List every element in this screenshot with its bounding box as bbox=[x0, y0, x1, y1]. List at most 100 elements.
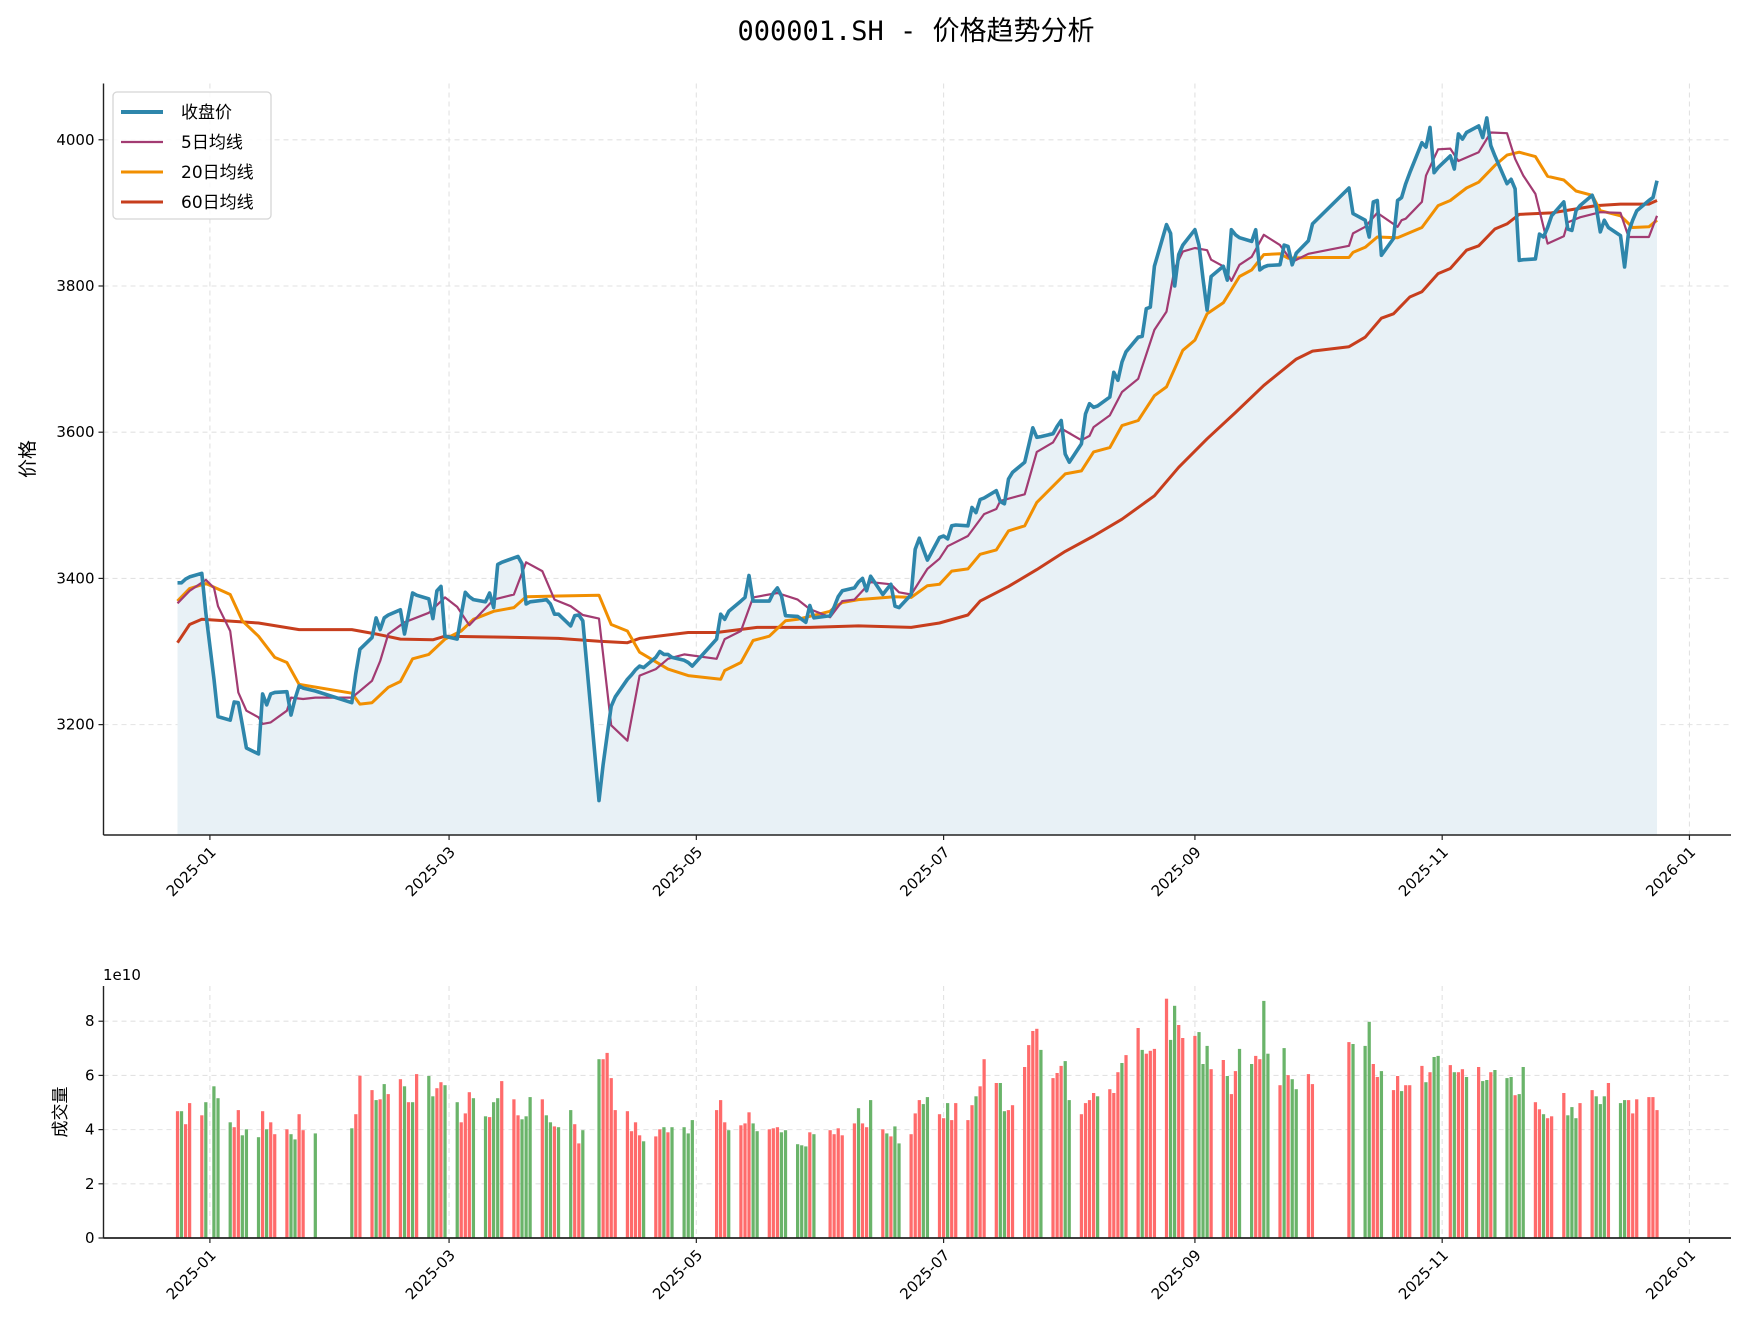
volume-bar bbox=[1023, 1067, 1027, 1238]
volume-bar bbox=[739, 1125, 743, 1238]
volume-bar bbox=[1379, 1071, 1384, 1238]
volume-bar bbox=[1177, 1025, 1181, 1238]
volume-y-axis: 0 2 4 6 8 bbox=[85, 1012, 104, 1247]
volume-bar bbox=[1278, 1085, 1282, 1238]
volume-y-tick-label: 2 bbox=[85, 1175, 95, 1193]
volume-bar bbox=[289, 1134, 293, 1238]
volume-bar bbox=[1635, 1099, 1639, 1238]
volume-bar bbox=[455, 1102, 459, 1238]
volume-bar bbox=[719, 1100, 723, 1238]
volume-bar bbox=[1164, 998, 1169, 1238]
volume-bar bbox=[1108, 1089, 1112, 1238]
volume-bar bbox=[261, 1111, 265, 1238]
price-x-tick-label: 2025-03 bbox=[402, 843, 459, 900]
price-y-label: 价格 bbox=[17, 440, 39, 478]
volume-bar bbox=[755, 1131, 759, 1238]
volume-bar bbox=[354, 1114, 358, 1238]
volume-bar bbox=[1152, 1048, 1157, 1238]
volume-bar bbox=[998, 1083, 1002, 1238]
volume-bar bbox=[1420, 1065, 1424, 1238]
volume-bar bbox=[471, 1098, 476, 1238]
volume-bar bbox=[1537, 1109, 1542, 1238]
volume-bar bbox=[1606, 1083, 1611, 1238]
volume-chart: 2025-01 2025-03 2025-05 2025-07 2025-09 2025-… bbox=[51, 966, 1731, 1303]
legend-item-close: 收盘价 bbox=[121, 103, 232, 123]
price-x-tick-label: 2026-01 bbox=[1642, 843, 1699, 900]
volume-bar bbox=[747, 1112, 751, 1238]
price-y-tick-label: 3200 bbox=[56, 716, 94, 734]
volume-bar bbox=[1513, 1095, 1517, 1238]
volume-bar bbox=[950, 1120, 954, 1238]
volume-x-axis: 2025-01 2025-03 2025-05 2025-07 2025-09 2025-… bbox=[163, 1238, 1699, 1303]
volume-bar bbox=[1367, 1021, 1371, 1238]
volume-bar bbox=[804, 1146, 808, 1238]
volume-bar bbox=[751, 1123, 755, 1238]
volume-bar bbox=[273, 1134, 277, 1238]
volume-bar bbox=[1197, 1032, 1201, 1238]
volume-bars bbox=[175, 998, 1659, 1238]
legend-item-ma20: 20日均线 bbox=[121, 163, 254, 183]
volume-y-tick-label: 8 bbox=[85, 1012, 95, 1030]
price-y-axis: 3200 3400 3600 3800 4000 bbox=[56, 131, 104, 734]
volume-bar bbox=[723, 1122, 727, 1238]
volume-bar bbox=[269, 1122, 273, 1238]
volume-bar bbox=[1181, 1038, 1185, 1238]
volume-x-tick-label: 2025-09 bbox=[1148, 1246, 1205, 1303]
volume-bar bbox=[483, 1116, 488, 1238]
volume-bar bbox=[427, 1076, 431, 1238]
volume-bar bbox=[540, 1099, 544, 1238]
volume-bar bbox=[832, 1134, 836, 1238]
volume-bar bbox=[175, 1111, 180, 1238]
volume-bar bbox=[1225, 1076, 1229, 1238]
volume-bar bbox=[188, 1103, 192, 1238]
volume-bar bbox=[439, 1082, 443, 1238]
volume-bar bbox=[1464, 1077, 1469, 1238]
volume-bar bbox=[386, 1094, 390, 1238]
volume-bar bbox=[350, 1128, 354, 1238]
volume-y-tick-label: 4 bbox=[85, 1121, 95, 1139]
volume-bar bbox=[200, 1115, 204, 1238]
volume-bar bbox=[1578, 1103, 1582, 1238]
volume-bar bbox=[179, 1111, 184, 1238]
volume-bar bbox=[313, 1133, 317, 1238]
volume-bar bbox=[743, 1123, 747, 1238]
volume-bar bbox=[1598, 1104, 1602, 1238]
volume-bar bbox=[690, 1120, 694, 1238]
volume-bar bbox=[1233, 1071, 1238, 1238]
volume-bar bbox=[1205, 1045, 1209, 1238]
volume-bar bbox=[1229, 1094, 1234, 1238]
volume-bar bbox=[1452, 1072, 1456, 1238]
price-x-tick-label: 2025-05 bbox=[649, 843, 706, 900]
volume-bar bbox=[828, 1130, 832, 1238]
price-x-tick-label: 2025-01 bbox=[163, 843, 220, 900]
volume-bar bbox=[552, 1126, 557, 1238]
volume-bar bbox=[1396, 1076, 1400, 1238]
volume-bar bbox=[577, 1143, 581, 1238]
volume-bar bbox=[1505, 1078, 1509, 1238]
volume-bar bbox=[994, 1083, 998, 1238]
volume-bar bbox=[1306, 1074, 1311, 1238]
volume-bar bbox=[982, 1059, 986, 1238]
volume-bar bbox=[240, 1135, 244, 1238]
volume-bar bbox=[925, 1097, 930, 1238]
volume-bar bbox=[1112, 1093, 1116, 1238]
volume-bar bbox=[1266, 1053, 1270, 1238]
volume-bar bbox=[1347, 1042, 1351, 1238]
ma20-line bbox=[176, 150, 1658, 706]
price-x-tick-label: 2025-09 bbox=[1148, 843, 1205, 900]
volume-bar bbox=[1136, 1028, 1140, 1238]
volume-bar bbox=[1618, 1103, 1623, 1238]
volume-bar bbox=[1201, 1064, 1205, 1238]
volume-bar bbox=[1254, 1055, 1258, 1238]
volume-bar bbox=[398, 1079, 403, 1238]
volume-bar bbox=[459, 1122, 463, 1238]
volume-bar bbox=[374, 1100, 378, 1238]
volume-bar bbox=[1655, 1110, 1659, 1238]
volume-bar bbox=[1647, 1097, 1651, 1238]
volume-bar bbox=[232, 1127, 236, 1238]
volume-bar bbox=[970, 1105, 974, 1238]
volume-bar bbox=[1375, 1077, 1379, 1238]
ma60-line bbox=[176, 199, 1658, 645]
price-series bbox=[176, 116, 1659, 803]
